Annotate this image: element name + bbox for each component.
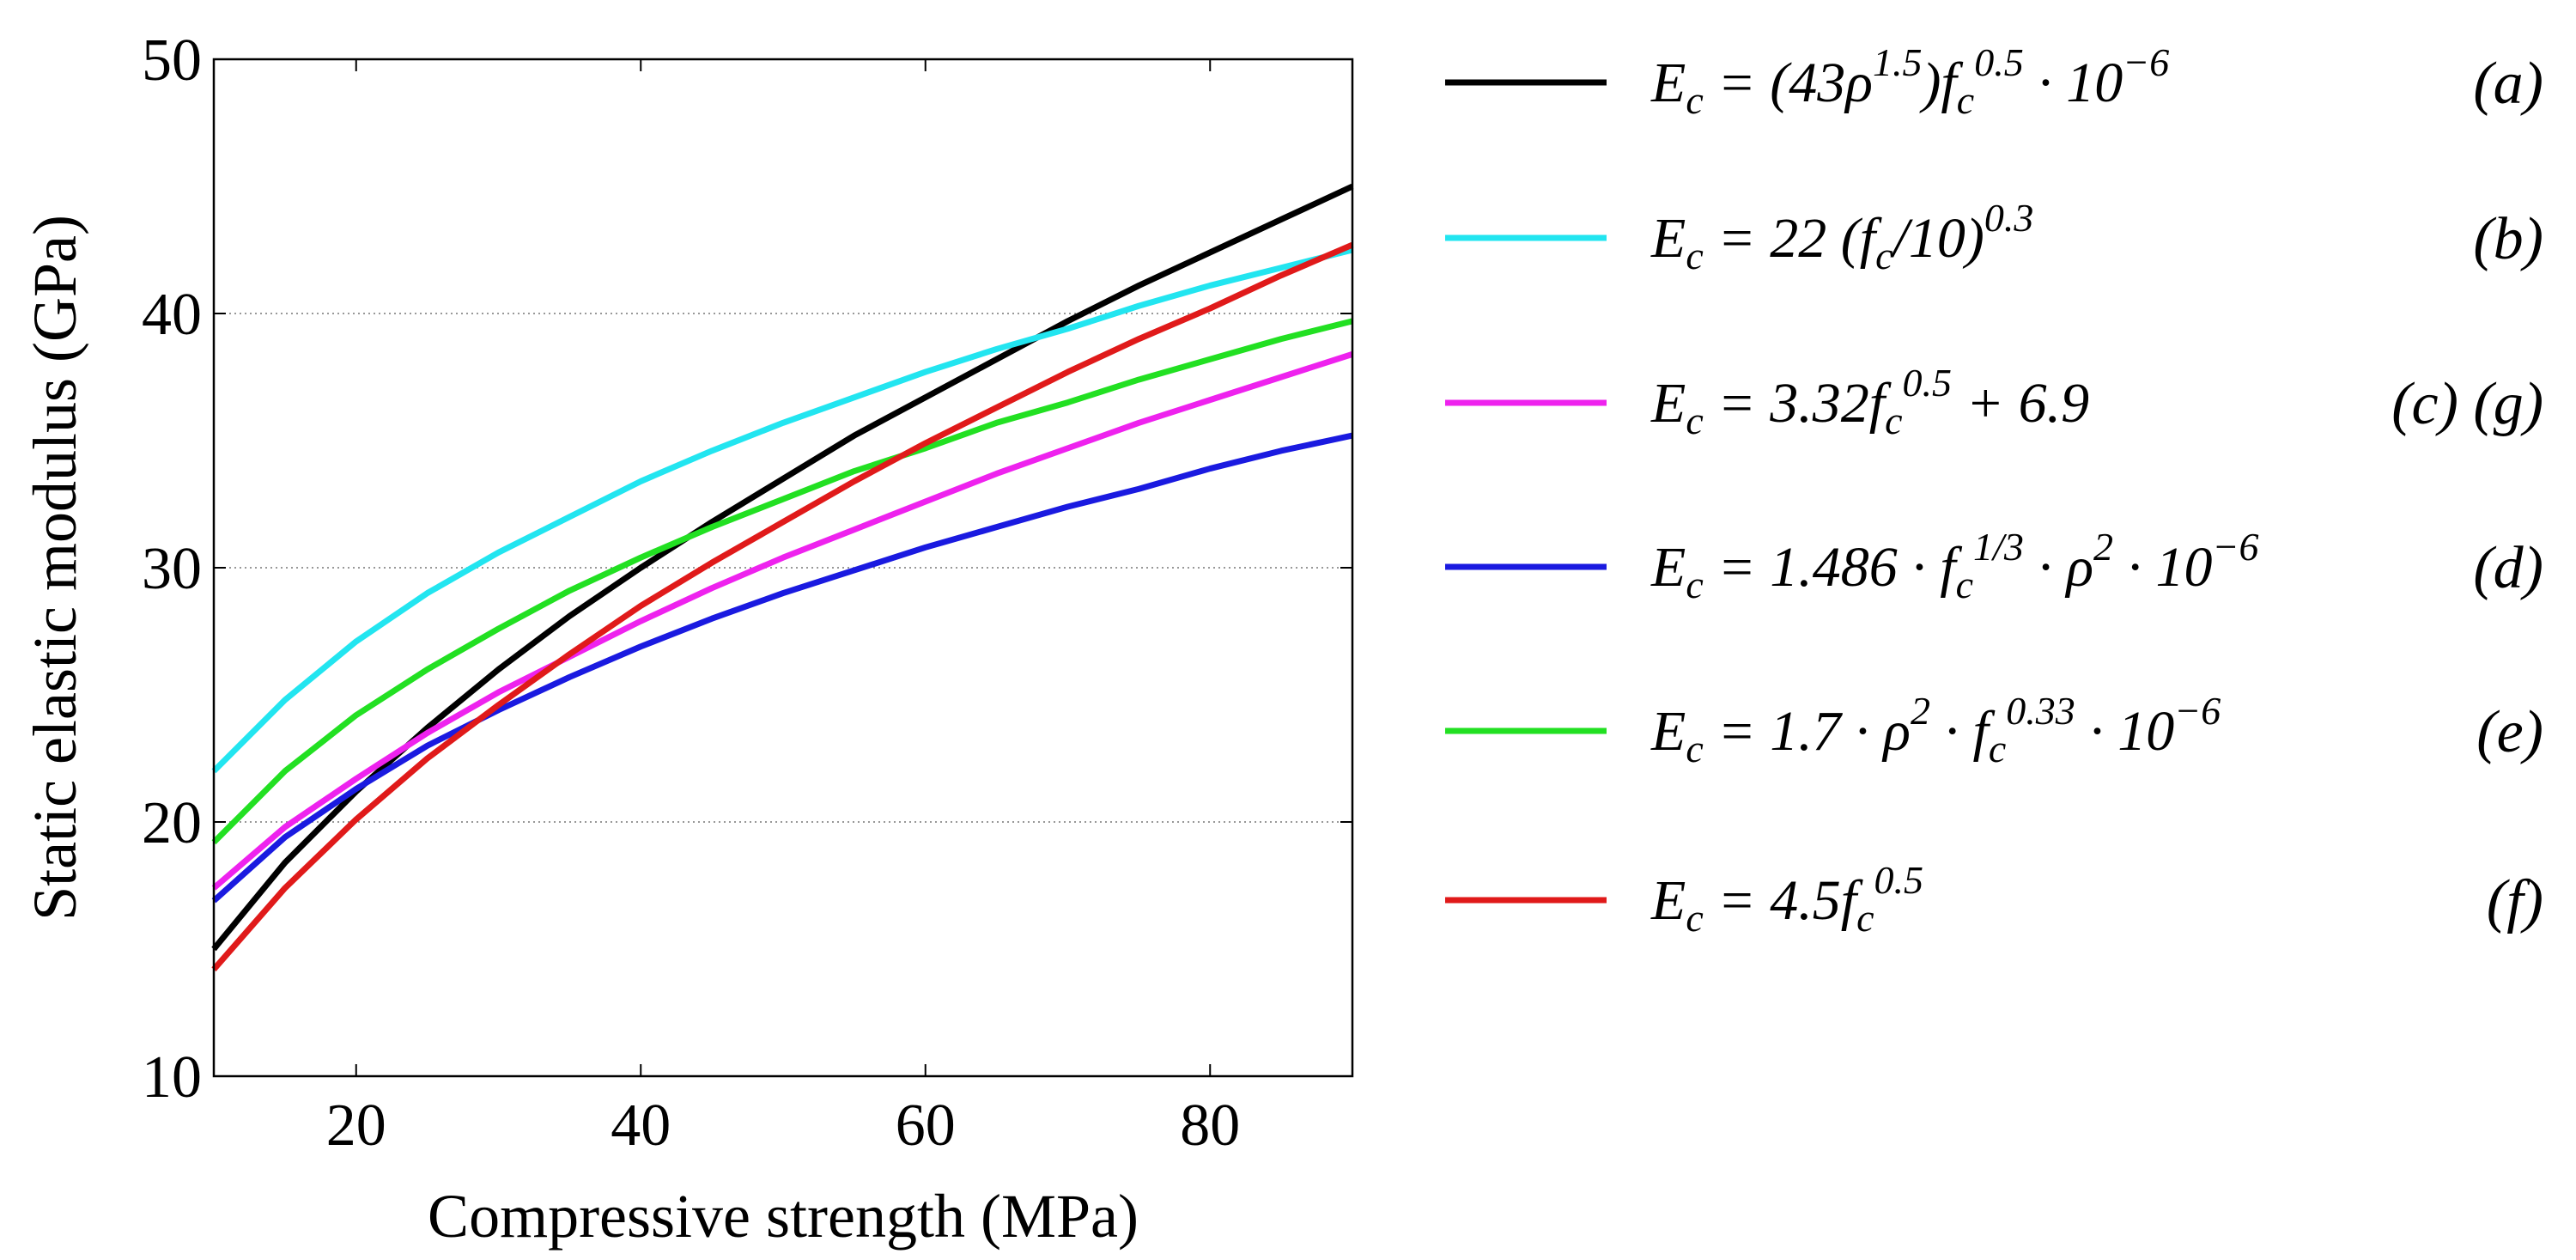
y-axis-label: Static elastic modulus (GPa) — [21, 215, 89, 921]
legend-label: Ec = 4.5fc0.5 — [1650, 858, 1923, 940]
legend-label-part: )f — [1918, 52, 1963, 114]
legend-label-part: c — [1875, 234, 1893, 277]
legend-label-part: = (43ρ — [1704, 52, 1873, 114]
legend-label-part: c — [1856, 896, 1874, 940]
legend-tag: (d) — [2473, 535, 2543, 601]
legend-label-part: c — [1956, 563, 1973, 606]
series-line — [211, 247, 1353, 774]
legend-label: Ec = 1.7 · ρ2 · fc0.33 · 10−6 — [1650, 689, 2221, 770]
legend-label-part: c — [1885, 399, 1902, 442]
legend-label: Ec = 3.32fc0.5 + 6.9 — [1650, 361, 2089, 442]
legend-label-part: −6 — [2123, 40, 2169, 84]
legend-label-part: c — [1686, 563, 1703, 606]
legend-label: Ec = 22 (fc/10)0.3 — [1650, 196, 2033, 277]
x-tick-label: 40 — [611, 1093, 671, 1159]
legend-label-part: = 1.486 · f — [1704, 536, 1963, 599]
legend-label-part: /10) — [1890, 207, 1984, 270]
legend-label-part: = 1.7 · ρ — [1704, 700, 1911, 763]
legend-label-part: 0.5 — [1874, 858, 1924, 902]
legend-label-part: −6 — [2213, 525, 2259, 569]
plot-frame — [212, 58, 1354, 1078]
legend-tag: (b) — [2473, 206, 2543, 272]
legend-label-part: 1/3 — [1973, 525, 2024, 569]
x-tick-label: 20 — [326, 1093, 386, 1159]
x-tick-label: 60 — [896, 1093, 956, 1159]
series-line — [211, 318, 1353, 845]
legend-label-part: c — [1957, 78, 1974, 122]
y-tick-label: 40 — [142, 282, 202, 348]
series-line — [211, 432, 1353, 904]
legend-label-part: 2 — [2093, 525, 2113, 569]
legend-label-part: c — [1686, 399, 1703, 442]
legend-label-part: · 10 — [2024, 52, 2123, 114]
legend-label-part: = 22 (f — [1704, 207, 1882, 270]
series-line — [211, 351, 1354, 891]
y-tick-label: 30 — [142, 536, 202, 602]
legend-label-part: · 10 — [2075, 700, 2175, 763]
legend-label-part: = 3.32f — [1704, 372, 1892, 435]
legend-label-part: c — [1989, 727, 2006, 770]
legend-label-part: 0.5 — [1974, 40, 2024, 84]
legend-tag: (a) — [2473, 51, 2543, 117]
legend-label-part: 0.5 — [1903, 361, 1953, 405]
legend-label-part: · 10 — [2113, 536, 2213, 599]
legend-label-part: 0.3 — [1984, 196, 2034, 240]
legend-label-part: + 6.9 — [1952, 372, 2089, 435]
legend-label-part: c — [1686, 234, 1703, 277]
legend-label-part: · ρ — [2024, 536, 2093, 599]
legend-label-part: 1.5 — [1873, 40, 1923, 84]
legend-label-part: 0.33 — [2006, 689, 2075, 733]
y-tick-label: 50 — [142, 27, 202, 94]
legend-label-part: c — [1686, 727, 1703, 770]
legend-label-part: c — [1686, 896, 1703, 940]
x-tick-label: 80 — [1180, 1093, 1240, 1159]
legend-label-part: E — [1650, 372, 1686, 435]
legend-label-part: E — [1650, 207, 1686, 270]
legend-label-part: E — [1650, 536, 1686, 599]
legend-label: Ec = (43ρ1.5)fc0.5 · 10−6 — [1650, 40, 2169, 122]
series-line — [211, 241, 1354, 971]
legend-label-part: c — [1686, 78, 1703, 122]
legend-tag: (c) (g) — [2391, 371, 2543, 437]
legend-tag: (f) — [2487, 868, 2543, 934]
legend-label-part: 2 — [1911, 689, 1930, 733]
legend-label-part: = 4.5f — [1704, 869, 1863, 932]
x-axis-label: Compressive strength (MPa) — [428, 1182, 1139, 1251]
legend-label-part: E — [1650, 700, 1686, 763]
y-tick-label: 20 — [142, 790, 202, 856]
legend-label: Ec = 1.486 · fc1/3 · ρ2 · 10−6 — [1650, 525, 2259, 606]
y-tick-label: 10 — [142, 1044, 202, 1111]
legend-label-part: E — [1650, 869, 1686, 932]
legend-label-part: −6 — [2174, 689, 2221, 733]
legend-label-part: · f — [1930, 700, 1996, 763]
legend-label-part: E — [1650, 52, 1686, 114]
legend-tag: (e) — [2476, 699, 2543, 765]
